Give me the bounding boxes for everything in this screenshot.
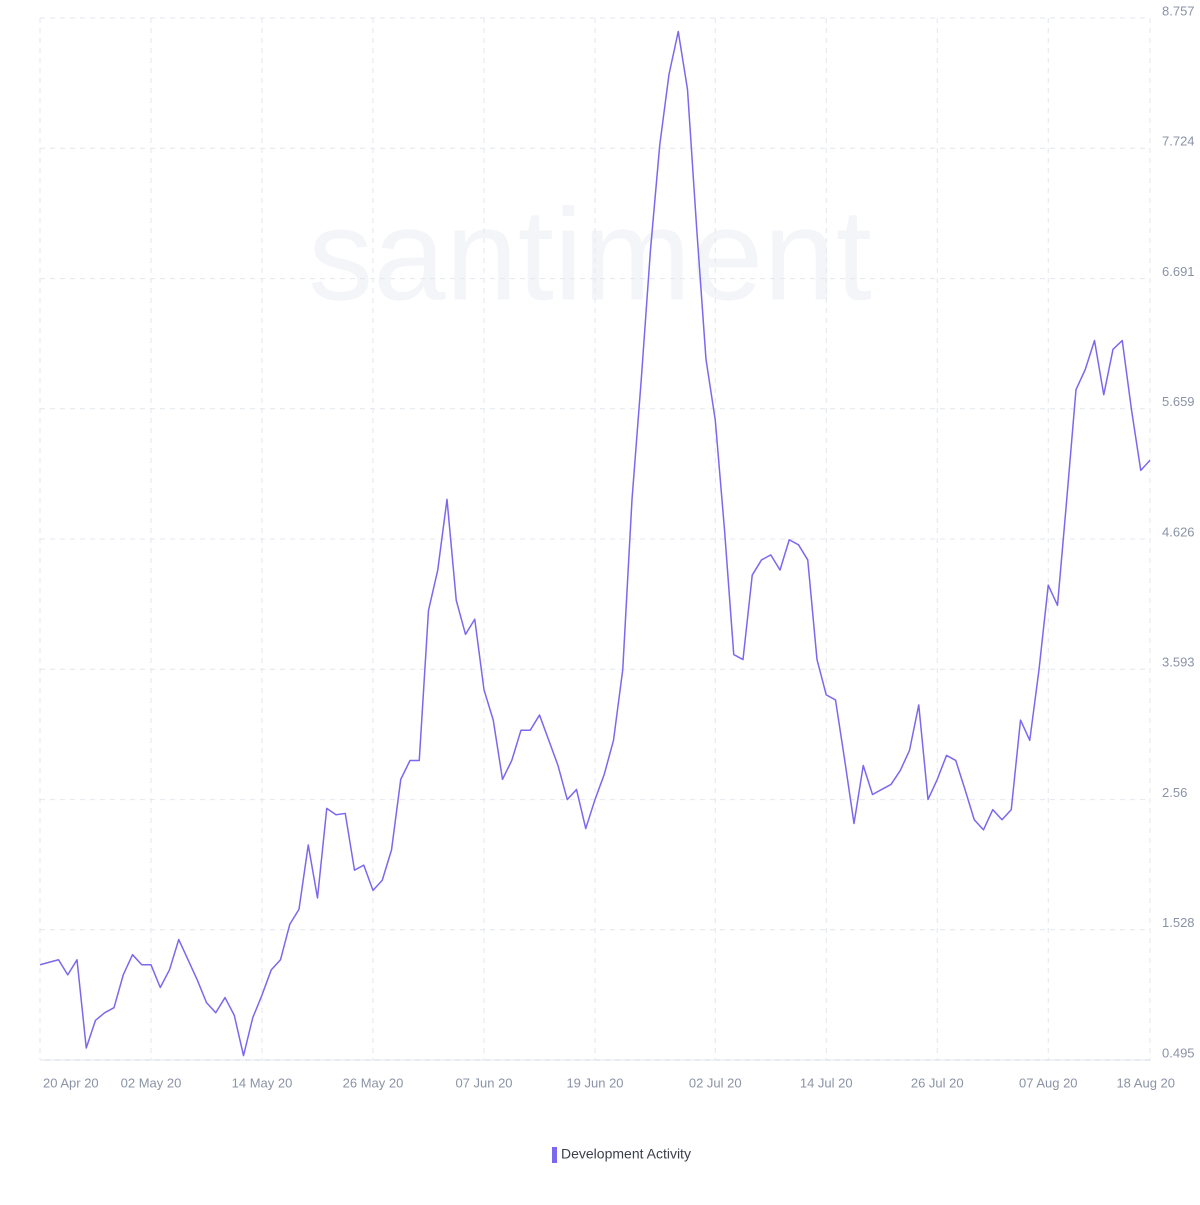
- data-line: [39, 30, 1151, 1057]
- x-tick-label: 26 Jul 20: [911, 1075, 964, 1090]
- y-tick-label: 0.495: [1162, 1045, 1195, 1060]
- y-tick-label: 7.724: [1162, 134, 1195, 149]
- y-tick-label: 5.659: [1162, 394, 1195, 409]
- y-tick-label: 1.528: [1162, 915, 1195, 930]
- x-tick-label: 20 Apr 20: [43, 1075, 99, 1090]
- y-tick-label: 8.757: [1162, 3, 1195, 18]
- x-tick-label: 14 May 20: [232, 1075, 293, 1090]
- legend-label: Development Activity: [561, 1146, 691, 1162]
- x-tick-label: 02 Jul 20: [689, 1075, 742, 1090]
- x-tick-label: 26 May 20: [343, 1075, 404, 1090]
- x-tick-label: 19 Jun 20: [566, 1075, 623, 1090]
- watermark: santiment: [308, 181, 872, 327]
- x-tick-label: 07 Aug 20: [1019, 1075, 1078, 1090]
- y-tick-label: 3.593: [1162, 655, 1195, 670]
- x-tick-label: 02 May 20: [121, 1075, 182, 1090]
- legend-swatch: [552, 1147, 557, 1163]
- x-tick-label: 07 Jun 20: [455, 1075, 512, 1090]
- y-tick-label: 6.691: [1162, 264, 1195, 279]
- x-tick-label: 18 Aug 20: [1116, 1075, 1175, 1090]
- y-tick-label: 4.626: [1162, 524, 1195, 539]
- y-tick-label: 2.56: [1162, 785, 1187, 800]
- x-tick-label: 14 Jul 20: [800, 1075, 853, 1090]
